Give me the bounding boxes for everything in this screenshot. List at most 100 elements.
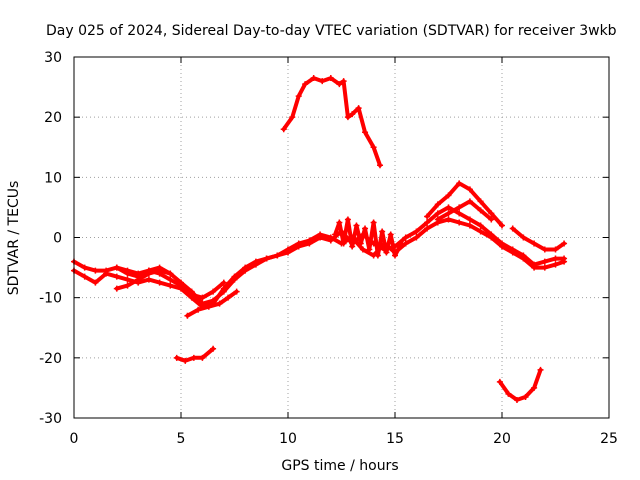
y-axis-label: SDTVAR / TECUs <box>6 181 22 296</box>
data-point <box>182 357 189 364</box>
data-point <box>81 264 88 271</box>
y-tick-label: 10 <box>44 170 62 186</box>
data-point <box>124 276 131 283</box>
data-point <box>552 255 559 262</box>
x-tick-label: 25 <box>600 431 618 447</box>
data-point <box>387 231 394 238</box>
series-layer <box>71 75 568 403</box>
data-point <box>445 210 452 217</box>
series-track-e <box>184 288 240 319</box>
series-track-j <box>280 75 384 169</box>
data-point <box>377 162 384 169</box>
data-point <box>434 201 441 208</box>
series-track-k <box>173 345 217 364</box>
data-point <box>92 279 99 286</box>
data-point <box>124 270 131 277</box>
data-point <box>370 144 377 151</box>
data-point <box>210 345 217 352</box>
data-point <box>231 273 238 280</box>
data-point <box>199 294 206 301</box>
data-point <box>359 246 366 253</box>
data-point <box>252 258 259 265</box>
data-point <box>537 366 544 373</box>
data-point <box>552 261 559 268</box>
data-point <box>561 258 568 265</box>
data-point <box>145 270 152 277</box>
data-point <box>319 78 326 85</box>
data-point <box>456 180 463 187</box>
x-tick-label: 10 <box>279 431 297 447</box>
data-point <box>167 282 174 289</box>
data-point <box>280 126 287 133</box>
data-point <box>366 246 373 253</box>
data-point <box>456 219 463 226</box>
y-tick-label: -20 <box>39 351 62 367</box>
series-track-i <box>509 225 568 253</box>
data-point <box>424 219 431 226</box>
data-point <box>92 267 99 274</box>
data-point <box>379 228 386 235</box>
data-point <box>205 303 212 310</box>
data-point <box>285 246 291 253</box>
data-point <box>220 285 227 292</box>
data-point <box>392 252 398 259</box>
data-point <box>317 231 324 238</box>
data-point <box>445 216 452 223</box>
data-point <box>357 240 364 247</box>
data-point <box>113 273 120 280</box>
data-point <box>398 240 405 247</box>
data-point <box>466 216 473 223</box>
x-tick-label: 0 <box>70 431 79 447</box>
data-point <box>113 285 120 292</box>
data-point <box>184 312 191 319</box>
data-point <box>520 255 527 262</box>
series-track-l <box>496 366 544 403</box>
data-point <box>561 240 568 247</box>
data-point <box>499 243 505 250</box>
data-point <box>434 216 441 223</box>
data-point <box>424 225 431 232</box>
data-point <box>541 264 548 271</box>
data-point <box>477 222 484 229</box>
data-point <box>336 81 343 88</box>
data-point <box>188 291 195 298</box>
data-point <box>124 282 131 289</box>
data-point <box>413 228 420 235</box>
data-point <box>310 75 317 82</box>
data-point <box>509 225 516 232</box>
data-point <box>349 243 356 250</box>
data-point <box>332 231 339 238</box>
data-point <box>199 354 206 361</box>
data-point <box>167 270 174 277</box>
data-point <box>402 234 409 241</box>
data-point <box>103 270 110 277</box>
x-tick-label: 5 <box>177 431 186 447</box>
series-track-f <box>332 216 405 259</box>
data-point <box>477 228 484 235</box>
data-point <box>242 264 249 271</box>
data-point <box>383 249 390 256</box>
series-track <box>185 289 239 318</box>
data-point <box>173 354 180 361</box>
x-tick-label: 15 <box>386 431 404 447</box>
data-point <box>156 279 163 286</box>
data-point <box>477 207 484 214</box>
data-point <box>113 264 120 271</box>
data-point <box>353 222 360 229</box>
series-track-d <box>113 267 174 292</box>
data-point <box>466 198 473 205</box>
series-track <box>333 217 404 258</box>
data-point <box>220 279 227 286</box>
data-point <box>466 222 473 229</box>
data-point <box>488 210 495 217</box>
data-point <box>434 210 441 217</box>
series-track-g <box>424 180 505 229</box>
data-point <box>456 210 463 217</box>
data-point <box>520 234 527 241</box>
data-point <box>295 240 302 247</box>
data-point <box>289 114 296 121</box>
data-point <box>349 111 356 118</box>
data-point <box>195 306 202 313</box>
data-point <box>263 255 270 262</box>
